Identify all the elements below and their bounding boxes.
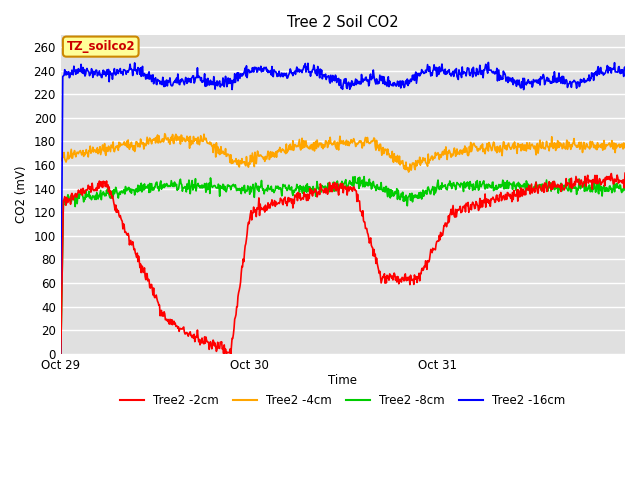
- X-axis label: Time: Time: [328, 374, 357, 387]
- Text: TZ_soilco2: TZ_soilco2: [67, 40, 135, 53]
- Title: Tree 2 Soil CO2: Tree 2 Soil CO2: [287, 15, 399, 30]
- Legend: Tree2 -2cm, Tree2 -4cm, Tree2 -8cm, Tree2 -16cm: Tree2 -2cm, Tree2 -4cm, Tree2 -8cm, Tree…: [116, 389, 570, 411]
- Y-axis label: CO2 (mV): CO2 (mV): [15, 166, 28, 223]
